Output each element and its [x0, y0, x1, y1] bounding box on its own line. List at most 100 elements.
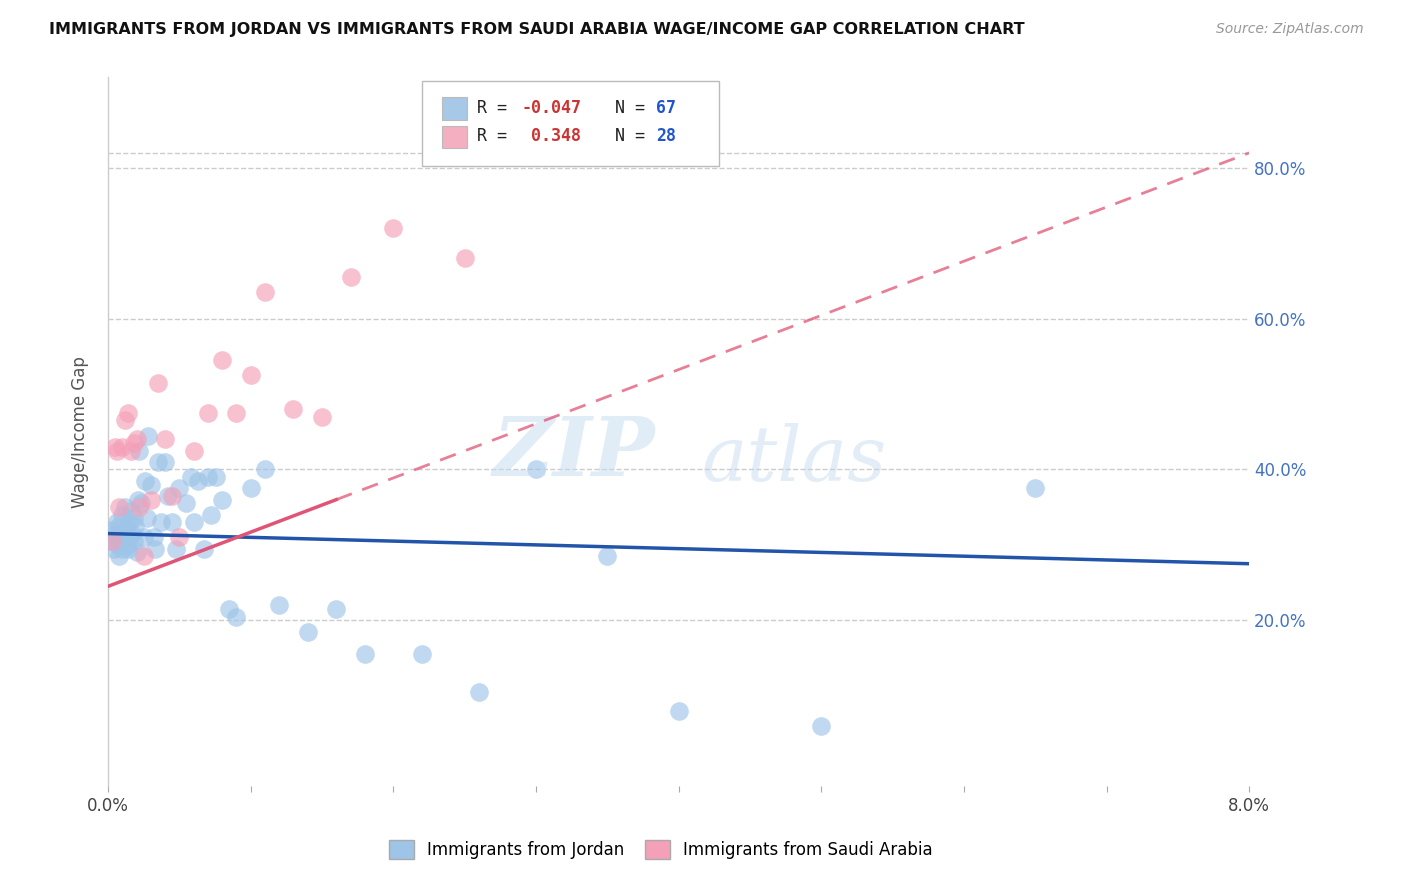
- Point: [103, 541, 125, 556]
- Point: [283, 402, 305, 417]
- Point: [111, 508, 134, 522]
- Point: [153, 455, 176, 469]
- Point: [125, 545, 148, 559]
- Text: 67: 67: [655, 99, 676, 117]
- Point: [253, 462, 276, 476]
- Point: [129, 496, 152, 510]
- Text: Source: ZipAtlas.com: Source: ZipAtlas.com: [1216, 22, 1364, 37]
- Point: [135, 511, 157, 525]
- Point: [239, 481, 262, 495]
- Point: [524, 462, 547, 476]
- Point: [200, 508, 222, 522]
- Point: [114, 500, 136, 515]
- Point: [120, 443, 142, 458]
- Point: [100, 534, 122, 549]
- Point: [160, 515, 183, 529]
- Point: [176, 496, 198, 510]
- Point: [353, 647, 375, 661]
- Point: [146, 376, 169, 390]
- Point: [121, 526, 143, 541]
- Point: [120, 504, 142, 518]
- Text: atlas: atlas: [702, 423, 887, 497]
- Point: [101, 523, 124, 537]
- Point: [218, 602, 240, 616]
- Point: [128, 500, 150, 515]
- Point: [160, 489, 183, 503]
- Point: [143, 541, 166, 556]
- Point: [111, 541, 134, 556]
- Point: [108, 500, 131, 515]
- Point: [453, 252, 475, 266]
- Point: [114, 534, 136, 549]
- Point: [225, 609, 247, 624]
- Point: [111, 440, 134, 454]
- Point: [105, 530, 128, 544]
- Point: [122, 511, 145, 525]
- Point: [311, 409, 333, 424]
- Point: [105, 515, 128, 529]
- Point: [127, 492, 149, 507]
- Point: [211, 492, 233, 507]
- Point: [107, 538, 129, 552]
- Point: [325, 602, 347, 616]
- Point: [297, 624, 319, 639]
- Point: [108, 519, 131, 533]
- Point: [134, 474, 156, 488]
- Point: [197, 406, 219, 420]
- Point: [142, 530, 165, 544]
- Point: [183, 443, 205, 458]
- Point: [146, 455, 169, 469]
- Point: [117, 406, 139, 420]
- Point: [253, 285, 276, 300]
- Point: [193, 541, 215, 556]
- FancyBboxPatch shape: [422, 81, 718, 166]
- Point: [810, 719, 832, 733]
- Point: [139, 477, 162, 491]
- Point: [128, 443, 150, 458]
- Point: [668, 704, 690, 718]
- FancyBboxPatch shape: [443, 126, 468, 148]
- Point: [269, 598, 291, 612]
- Point: [382, 221, 405, 235]
- Point: [108, 549, 131, 564]
- Point: [596, 549, 619, 564]
- Point: [156, 489, 179, 503]
- Text: N =: N =: [595, 99, 655, 117]
- Legend: Immigrants from Jordan, Immigrants from Saudi Arabia: Immigrants from Jordan, Immigrants from …: [381, 831, 941, 868]
- Point: [211, 353, 233, 368]
- Point: [117, 541, 139, 556]
- Point: [139, 492, 162, 507]
- Point: [105, 443, 128, 458]
- Point: [118, 515, 141, 529]
- Point: [104, 440, 127, 454]
- Point: [205, 470, 228, 484]
- Point: [136, 428, 159, 442]
- Point: [1024, 481, 1046, 495]
- Point: [169, 530, 191, 544]
- Point: [411, 647, 433, 661]
- Point: [197, 470, 219, 484]
- Point: [132, 549, 155, 564]
- Point: [122, 436, 145, 450]
- Point: [339, 270, 361, 285]
- Text: ZIP: ZIP: [494, 413, 655, 493]
- Text: R =: R =: [477, 128, 527, 145]
- Point: [180, 470, 202, 484]
- Text: N =: N =: [595, 128, 655, 145]
- Point: [132, 530, 155, 544]
- Point: [187, 474, 209, 488]
- Point: [183, 515, 205, 529]
- Point: [118, 530, 141, 544]
- Point: [239, 368, 262, 383]
- Text: 28: 28: [655, 128, 676, 145]
- Point: [122, 534, 145, 549]
- Point: [117, 538, 139, 552]
- Point: [115, 523, 138, 537]
- Text: IMMIGRANTS FROM JORDAN VS IMMIGRANTS FROM SAUDI ARABIA WAGE/INCOME GAP CORRELATI: IMMIGRANTS FROM JORDAN VS IMMIGRANTS FRO…: [49, 22, 1025, 37]
- Point: [101, 534, 124, 549]
- Point: [104, 526, 127, 541]
- Point: [166, 541, 188, 556]
- Point: [112, 526, 135, 541]
- Point: [124, 519, 146, 533]
- Point: [153, 433, 176, 447]
